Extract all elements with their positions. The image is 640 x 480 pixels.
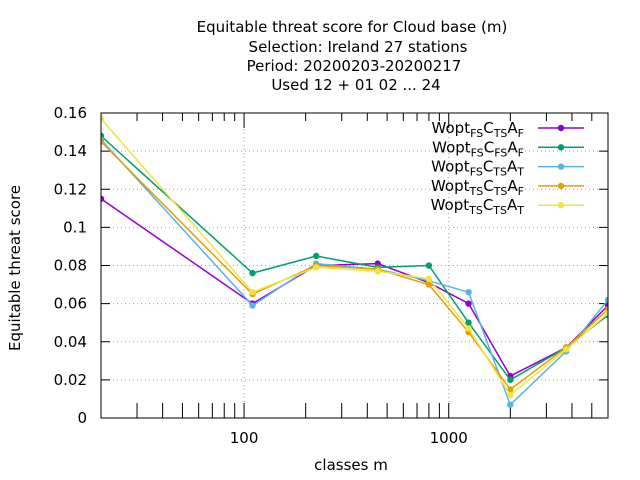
data-point <box>101 195 105 202</box>
legend-text: A <box>507 119 518 137</box>
legend-text: A <box>507 138 518 156</box>
title-line-3: Period: 20200203-20200217 <box>247 57 462 75</box>
legend-label: WoptFSCTSAF <box>432 119 524 140</box>
y-tick-label: 0.16 <box>54 104 87 122</box>
legend-swatch-point <box>557 182 565 190</box>
legend-entry-5: WoptTSCTSAT <box>431 196 584 217</box>
legend-subscript: F <box>518 146 524 159</box>
legend-text: Wopt <box>431 158 470 176</box>
data-point <box>507 386 514 393</box>
legend-subscript: TS <box>492 166 507 179</box>
legend-subscript: TS <box>468 204 483 217</box>
legend-text: A <box>507 177 518 195</box>
title-line-4: Used 12 + 01 02 ... 24 <box>271 76 440 94</box>
data-point <box>425 281 433 288</box>
legend: WoptFSCTSAFWoptFSCFSAFWoptFSCTSATWoptTSC… <box>431 119 584 217</box>
data-point <box>249 269 256 277</box>
y-tick-label: 0.14 <box>54 142 87 160</box>
legend-label: WoptTSCTSAF <box>431 177 524 198</box>
legend-swatch-point <box>557 163 565 170</box>
y-tick-label: 0.08 <box>54 257 87 275</box>
legend-entry-1: WoptFSCTSAF <box>432 119 584 140</box>
legend-subscript: T <box>516 166 524 179</box>
legend-text: C <box>483 196 493 214</box>
data-point <box>425 275 433 283</box>
x-tick-label: 100 <box>230 429 259 447</box>
data-point <box>312 264 320 271</box>
plot-area <box>101 115 608 408</box>
legend-subscript: FS <box>470 127 483 140</box>
y-tick-label: 0.06 <box>54 295 87 313</box>
series-3 <box>101 136 608 408</box>
legend-subscript: FS <box>471 146 484 159</box>
data-point <box>507 391 514 399</box>
legend-text: C <box>484 138 494 156</box>
legend-label: WoptFSCFSAF <box>432 138 524 159</box>
legend-swatch-point <box>557 144 565 151</box>
data-point <box>312 252 320 260</box>
legend-text: Wopt <box>432 138 471 156</box>
legend-text: C <box>483 119 493 137</box>
data-point <box>465 325 472 332</box>
data-point <box>507 401 514 408</box>
data-point <box>249 288 256 296</box>
axis-ticks: 0 0.02 0.04 0.06 0.08 0.1 0.12 0.14 0.16 100 1000 <box>54 104 608 447</box>
legend-text: C <box>483 177 493 195</box>
legend-swatch-point <box>557 124 565 132</box>
title-line-1: Equitable threat score for Cloud base (m… <box>197 18 508 36</box>
legend-label: WoptTSCTSAT <box>431 196 525 217</box>
legend-subscript: FS <box>494 146 507 159</box>
legend-entry-4: WoptTSCTSAF <box>431 177 584 198</box>
legend-text: Wopt <box>432 119 471 137</box>
y-tick-label: 0.1 <box>63 218 87 236</box>
legend-label: WoptFSCTSAT <box>431 158 524 179</box>
y-tick-label: 0.04 <box>54 333 87 351</box>
data-point <box>563 346 570 353</box>
data-point <box>465 319 472 326</box>
data-point <box>604 309 608 317</box>
legend-swatch-point <box>557 202 565 209</box>
title-line-2: Selection: Ireland 27 stations <box>249 38 468 56</box>
legend-subscript: TS <box>493 185 508 198</box>
legend-subscript: TS <box>492 204 507 217</box>
legend-subscript: T <box>516 204 524 217</box>
data-point <box>249 302 256 309</box>
legend-text: C <box>483 158 493 176</box>
data-point <box>465 288 472 296</box>
series-2 <box>101 132 608 384</box>
legend-text: A <box>507 158 518 176</box>
series-1 <box>101 195 608 380</box>
legend-text: Wopt <box>431 196 470 214</box>
data-point <box>507 376 514 384</box>
legend-entry-2: WoptFSCFSAF <box>432 138 584 159</box>
legend-subscript: FS <box>470 166 483 179</box>
series-line <box>101 198 608 378</box>
y-tick-label: 0 <box>77 409 87 427</box>
legend-text: Wopt <box>431 177 470 195</box>
data-point <box>425 262 433 269</box>
series-5 <box>101 115 608 399</box>
x-tick-label: 1000 <box>430 429 468 447</box>
series-4 <box>101 138 608 393</box>
data-point <box>374 268 381 275</box>
legend-subscript: F <box>518 127 524 140</box>
data-point <box>465 300 472 307</box>
data-point <box>101 138 105 145</box>
legend-text: A <box>507 196 518 214</box>
x-axis-label: classes m <box>314 456 388 474</box>
legend-subscript: TS <box>469 185 484 198</box>
legend-subscript: F <box>518 185 524 198</box>
legend-entry-3: WoptFSCTSAT <box>431 158 584 179</box>
series-line <box>101 118 608 397</box>
chart-title: Equitable threat score for Cloud base (m… <box>197 18 508 94</box>
plot-frame <box>100 112 609 419</box>
y-tick-label: 0.12 <box>54 180 87 198</box>
data-point <box>101 115 105 122</box>
y-axis-label: Equitable threat score <box>6 185 24 351</box>
data-point <box>604 296 608 304</box>
series-line <box>101 135 608 381</box>
y-tick-label: 0.02 <box>54 371 87 389</box>
legend-subscript: TS <box>493 127 508 140</box>
